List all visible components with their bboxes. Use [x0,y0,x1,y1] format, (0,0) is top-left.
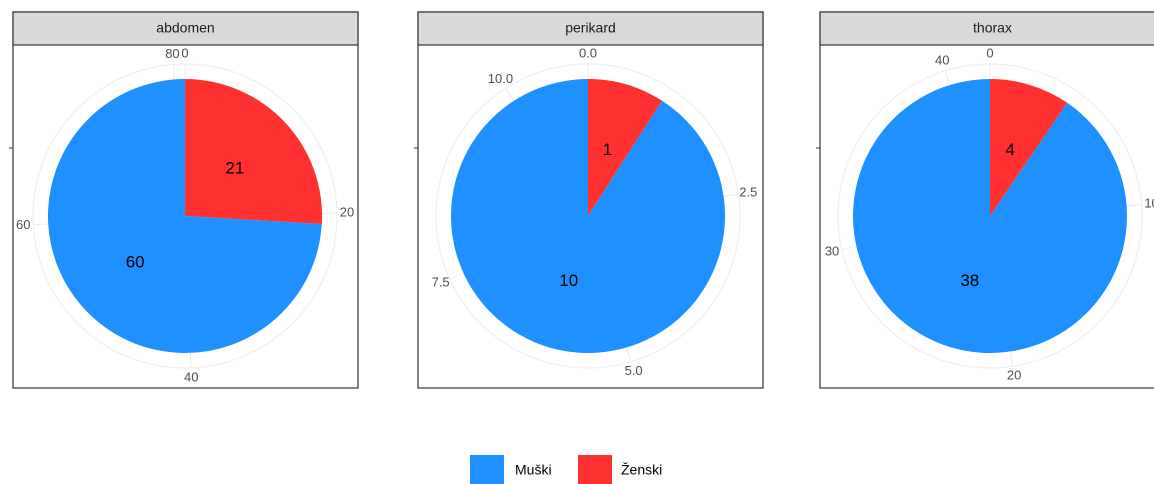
value-label: 10 [559,271,578,290]
x-tick-label: 5.0 [625,363,643,378]
strip [819,11,1154,46]
x-tick-label: 60 [16,217,30,232]
value-label: 1 [603,140,612,159]
x-tick-label: 0.0 [579,45,597,60]
grid-line [189,352,192,368]
x-tick-label: 2.5 [739,184,757,199]
strip-label: thorax [973,20,1012,36]
grid-line [944,70,951,86]
legend-label: Ženski [621,462,662,478]
x-tick-label: 10.0 [488,71,513,86]
pie-slice [588,79,663,216]
x-tick-label: 7.5 [432,275,450,290]
value-label: 4 [1005,140,1014,159]
x-tick-label: 20 [340,204,354,219]
strip [12,11,359,46]
grid-line [723,193,739,197]
x-tick-label: 30 [825,243,839,258]
x-tick-label: 20 [1007,368,1021,383]
x-tick-label: 40 [935,53,949,68]
x-tick-label: 0 [181,45,188,60]
grid-line [172,64,175,80]
x-tick-label: 10 [1144,195,1154,210]
legend-swatch [470,455,504,484]
pie-slice [47,79,322,353]
value-label: 60 [126,252,145,271]
grid-line [841,245,857,251]
x-tick-label: 40 [184,369,198,384]
pie-slice [853,79,1127,353]
grid-line [449,272,464,280]
strip-label: perikard [565,20,616,36]
grid-line [505,87,515,102]
pie-slice [990,79,1068,216]
grid-line [1009,351,1014,367]
pie-slice [185,79,323,224]
strip-label: abdomen [156,20,214,36]
legend-swatch [578,455,612,484]
x-tick-label: 0 [986,45,993,60]
x-tick-label: 80 [165,46,179,61]
grid-line [626,347,632,362]
pie-slice [450,79,725,353]
grid-line [33,223,49,226]
grid-line [1126,204,1142,207]
strip [417,11,764,46]
value-label: 38 [960,271,979,290]
value-label: 21 [225,158,244,177]
legend-label: Muški [515,462,552,478]
